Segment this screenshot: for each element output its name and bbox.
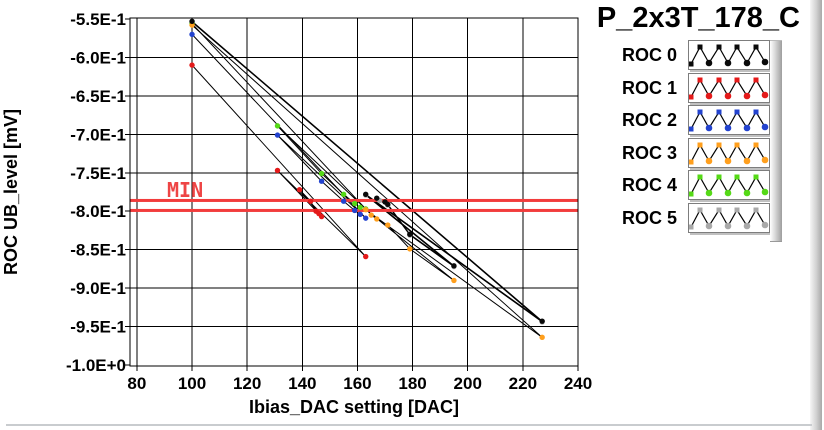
svg-text:-8.0E-1: -8.0E-1 xyxy=(70,202,126,221)
svg-text:160: 160 xyxy=(343,374,371,393)
svg-text:240: 240 xyxy=(564,374,592,393)
svg-text:-1.0E+0: -1.0E+0 xyxy=(66,356,126,375)
legend-scrollbar[interactable] xyxy=(770,40,782,242)
min-label: MIN xyxy=(167,178,203,202)
svg-text:-5.5E-1: -5.5E-1 xyxy=(70,10,126,29)
svg-text:-9.5E-1: -9.5E-1 xyxy=(70,318,126,337)
legend-sample-roc-2[interactable] xyxy=(688,105,770,136)
svg-text:-7.0E-1: -7.0E-1 xyxy=(70,125,126,144)
svg-text:-9.0E-1: -9.0E-1 xyxy=(70,279,126,298)
legend-item-roc-0[interactable]: ROC 0 xyxy=(604,40,770,70)
legend-label-roc-5: ROC 5 xyxy=(621,208,677,228)
series-lines xyxy=(191,20,543,338)
svg-text:-8.5E-1: -8.5E-1 xyxy=(70,241,126,260)
chart-title: P_2x3T_178_C xyxy=(596,2,800,34)
panel-scrollbar[interactable] xyxy=(810,0,822,430)
legend-sample-roc-0[interactable] xyxy=(688,40,770,70)
panel-border xyxy=(6,424,812,426)
svg-text:180: 180 xyxy=(398,374,426,393)
svg-text:120: 120 xyxy=(233,374,261,393)
legend-item-roc-2[interactable]: ROC 2 xyxy=(604,105,770,136)
legend-sample-roc-4[interactable] xyxy=(688,170,770,201)
legend-item-roc-1[interactable]: ROC 1 xyxy=(604,72,770,103)
tick-labels: 80 100 120 140 160 180 200 220 240 -5.5E-1 -6.0E-1… xyxy=(66,10,592,393)
svg-text:200: 200 xyxy=(454,374,482,393)
series-markers xyxy=(189,18,545,341)
legend-label-roc-1: ROC 1 xyxy=(621,77,677,98)
legend-sample-roc-3[interactable] xyxy=(688,137,770,168)
legend-label-roc-3: ROC 3 xyxy=(621,142,677,163)
legend-label-roc-0: ROC 0 xyxy=(621,45,677,65)
svg-text:140: 140 xyxy=(288,374,316,393)
svg-text:220: 220 xyxy=(509,374,537,393)
svg-text:-6.5E-1: -6.5E-1 xyxy=(70,87,126,106)
x-axis-title: Ibias_DAC setting [DAC] xyxy=(249,397,459,417)
legend-item-roc-4[interactable]: ROC 4 xyxy=(604,170,770,201)
legend-label-roc-4: ROC 4 xyxy=(621,175,677,196)
svg-text:100: 100 xyxy=(178,374,206,393)
y-axis-title: ROC UB_level [mV] xyxy=(1,109,21,275)
legend-item-roc-3[interactable]: ROC 3 xyxy=(604,137,770,168)
legend-sample-roc-5[interactable] xyxy=(688,203,770,233)
svg-text:-6.0E-1: -6.0E-1 xyxy=(70,48,126,67)
svg-text:80: 80 xyxy=(127,374,146,393)
legend-item-roc-5[interactable]: ROC 5 xyxy=(604,203,770,233)
legend-sample-roc-1[interactable] xyxy=(688,72,770,103)
svg-text:-7.5E-1: -7.5E-1 xyxy=(70,164,126,183)
plot-frame xyxy=(129,17,579,367)
legend-label-roc-2: ROC 2 xyxy=(621,110,677,131)
tick-marks xyxy=(125,18,579,371)
